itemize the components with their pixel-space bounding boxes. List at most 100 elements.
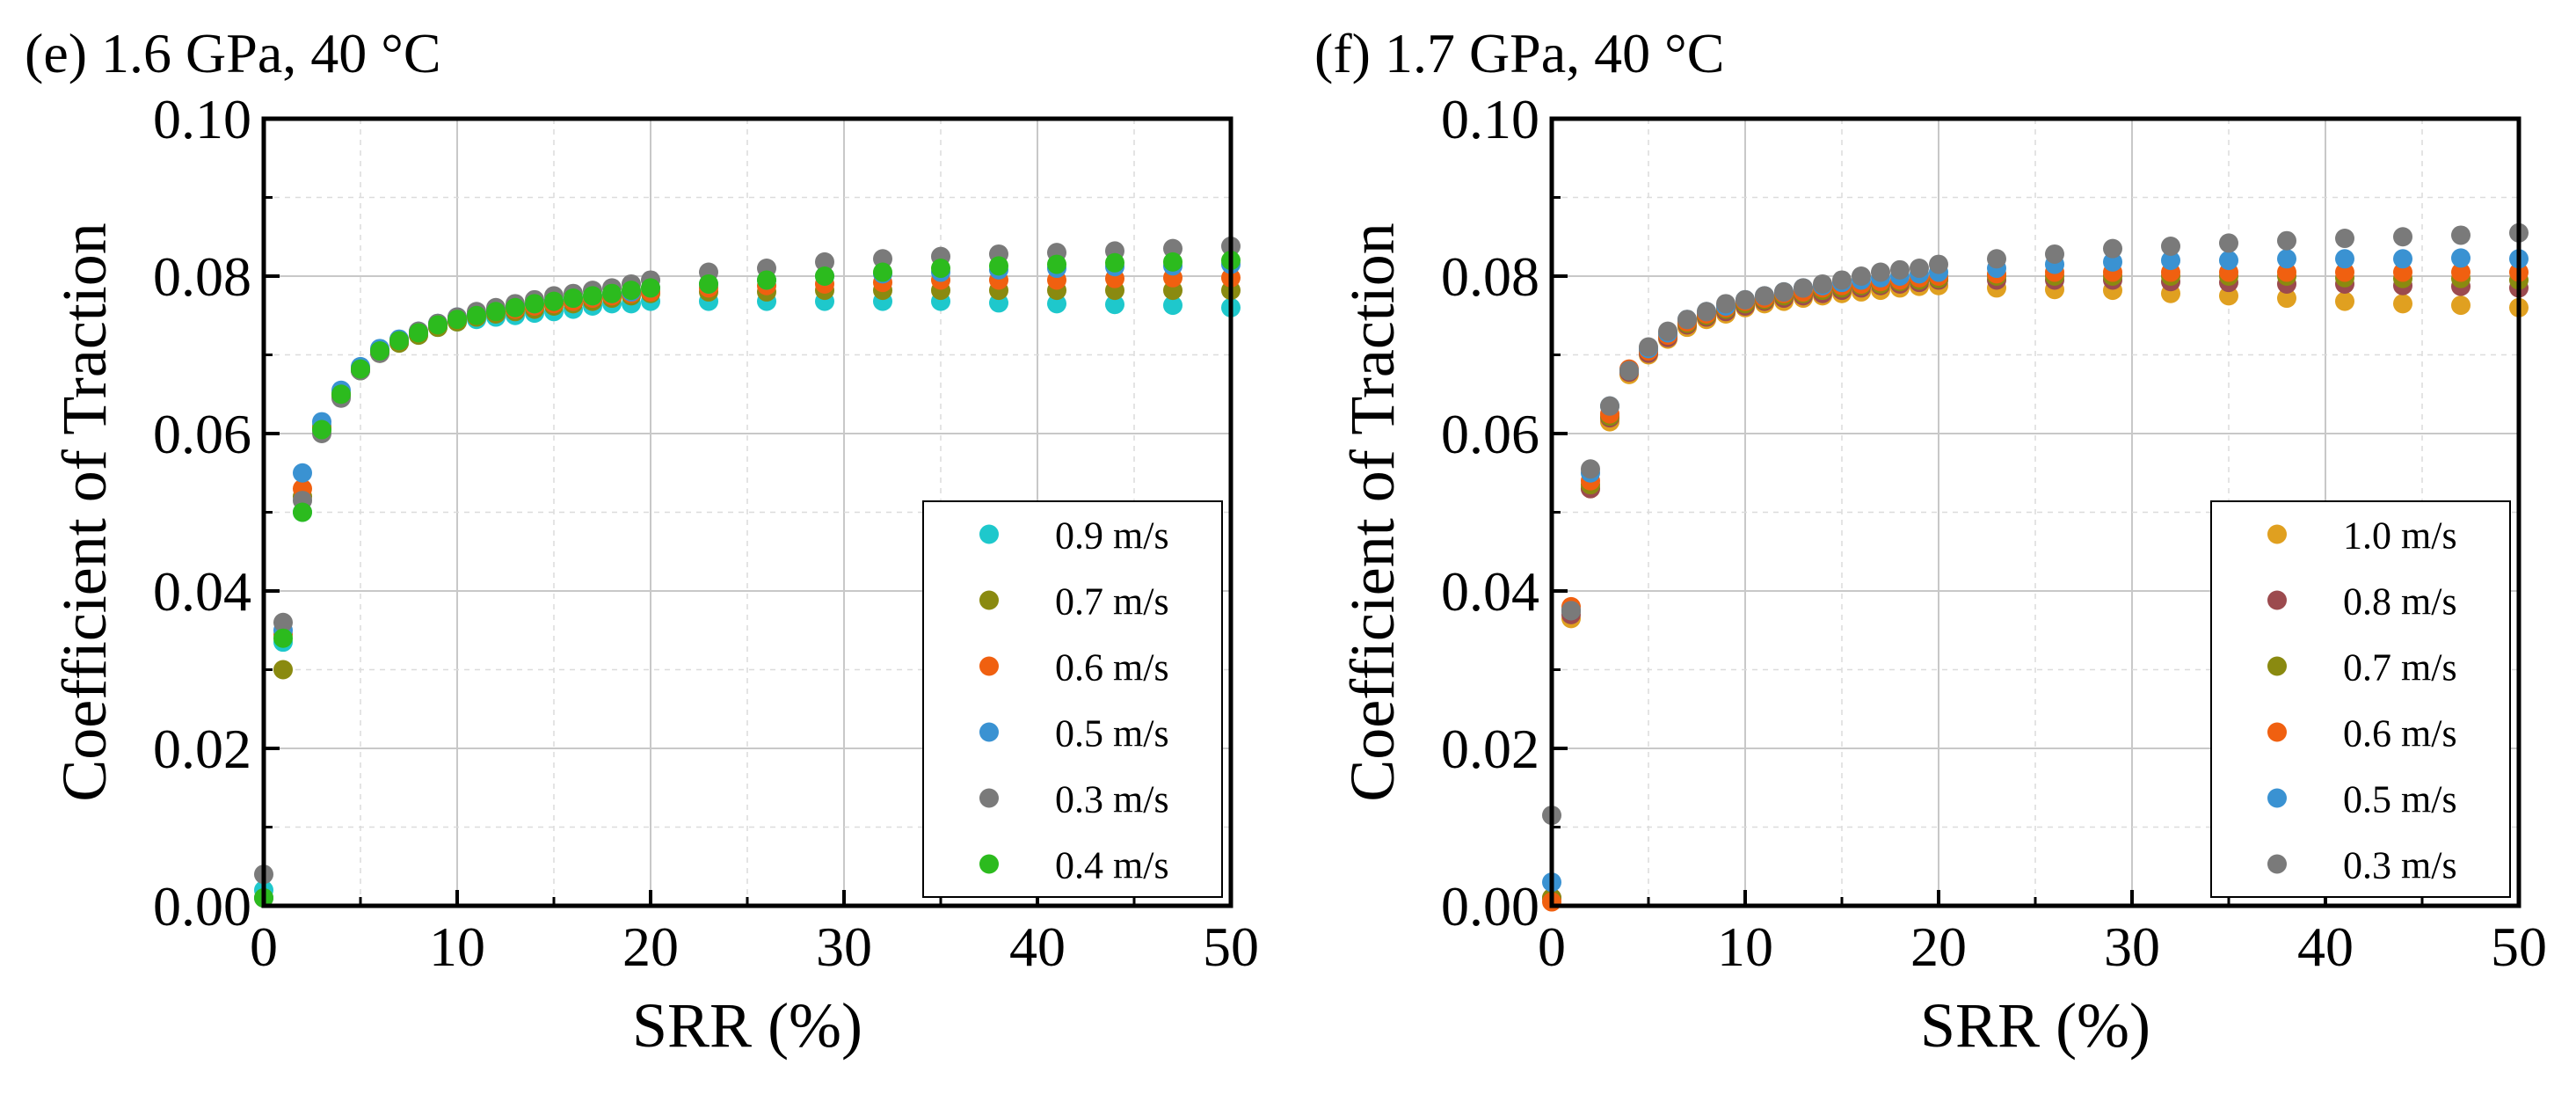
legend-label: 0.5 m/s xyxy=(2343,778,2457,821)
data-point xyxy=(312,419,331,440)
data-point xyxy=(2277,288,2296,309)
data-point xyxy=(989,256,1008,276)
data-point xyxy=(815,266,834,286)
data-point xyxy=(1639,337,1658,357)
data-point xyxy=(2335,291,2354,311)
legend: 1.0 m/s 0.8 m/s 0.7 m/s 0.6 m/s 0.5 m/s 0.3 m… xyxy=(2210,500,2511,898)
legend-label: 0.3 m/s xyxy=(1055,778,1169,821)
data-point xyxy=(293,463,312,483)
x-tick-label: 10 xyxy=(429,915,485,978)
y-axis-label: Coefficient of Traction xyxy=(1337,222,1408,802)
x-tick-label: 30 xyxy=(2104,915,2160,978)
x-tick-label: 0 xyxy=(1538,915,1566,978)
data-point xyxy=(1871,262,1890,282)
data-point xyxy=(602,283,622,303)
x-tick-label: 10 xyxy=(1717,915,1773,978)
legend-marker xyxy=(2267,788,2287,808)
legend-label: 0.6 m/s xyxy=(2343,712,2457,755)
y-tick-label: 0.04 xyxy=(153,560,251,623)
data-point xyxy=(273,660,293,680)
y-axis-label: Coefficient of Traction xyxy=(49,222,120,802)
legend-marker xyxy=(979,590,999,610)
data-point xyxy=(2451,262,2470,282)
data-point xyxy=(2219,251,2238,271)
data-point xyxy=(1774,281,1794,302)
data-point xyxy=(2451,248,2470,268)
data-point xyxy=(273,628,293,648)
data-point xyxy=(1163,238,1182,259)
y-tick-label: 0.08 xyxy=(153,245,251,308)
x-tick-label: 50 xyxy=(1203,915,1259,978)
x-tick-label: 40 xyxy=(2297,915,2354,978)
data-point xyxy=(1852,266,1871,286)
data-point xyxy=(757,270,776,290)
data-point xyxy=(2277,230,2296,251)
legend-marker xyxy=(2267,722,2287,742)
data-point xyxy=(1677,310,1697,330)
legend-label: 0.6 m/s xyxy=(1055,646,1169,689)
data-point xyxy=(699,274,718,294)
legend-box xyxy=(2210,500,2511,898)
data-point xyxy=(2393,294,2412,314)
panel-f: 0 10 20 30 40 50 0.00 0.02 0.04 0.06 0.08 0.10(f) 1… xyxy=(1314,22,2547,1061)
y-tick-label: 0.10 xyxy=(153,88,251,150)
data-point xyxy=(1600,396,1619,416)
data-point xyxy=(2451,295,2470,316)
data-point xyxy=(2219,233,2238,253)
x-tick-label: 30 xyxy=(816,915,872,978)
data-point xyxy=(1105,252,1124,273)
data-point xyxy=(2393,262,2412,282)
data-point xyxy=(1561,601,1581,621)
data-point xyxy=(1716,294,1736,314)
data-point xyxy=(2103,238,2122,259)
data-point xyxy=(467,305,486,325)
legend-marker xyxy=(2267,656,2287,676)
data-point xyxy=(2393,227,2412,247)
legend-label: 0.4 m/s xyxy=(1055,844,1169,887)
data-point xyxy=(1987,249,2006,269)
legend-marker xyxy=(2267,854,2287,874)
data-point xyxy=(506,297,525,317)
y-tick-label: 0.02 xyxy=(1441,718,1539,780)
x-tick-label: 0 xyxy=(250,915,278,978)
data-point xyxy=(1047,254,1066,274)
data-point xyxy=(331,384,351,405)
legend-label: 0.7 m/s xyxy=(1055,580,1169,624)
data-point xyxy=(1736,289,1755,310)
data-point xyxy=(564,288,583,309)
series-0-3-m-s xyxy=(1542,222,2529,826)
data-point xyxy=(1929,254,1948,274)
legend-label: 0.8 m/s xyxy=(2343,580,2457,624)
data-point xyxy=(2161,251,2180,271)
data-point xyxy=(1832,270,1852,290)
legend-marker xyxy=(979,788,999,808)
data-point xyxy=(409,323,428,343)
data-point xyxy=(1890,259,1910,280)
legend-marker xyxy=(979,722,999,742)
data-point xyxy=(1813,274,1832,294)
data-point xyxy=(2045,244,2064,264)
y-tick-label: 0.04 xyxy=(1441,560,1539,623)
legend-label: 0.3 m/s xyxy=(2343,844,2457,887)
data-point xyxy=(2277,249,2296,269)
data-point xyxy=(873,262,892,282)
data-series-group xyxy=(1542,222,2529,912)
data-point xyxy=(525,294,544,314)
legend-marker xyxy=(2267,590,2287,610)
data-point xyxy=(273,612,293,632)
y-tick-label: 0.00 xyxy=(1441,875,1539,937)
x-axis-label: SRR (%) xyxy=(632,990,862,1061)
data-point xyxy=(1619,361,1639,381)
data-point xyxy=(1163,252,1182,272)
panel-title: (e) 1.6 GPa, 40 °C xyxy=(25,22,441,84)
data-point xyxy=(293,502,312,522)
y-tick-label: 0.06 xyxy=(153,403,251,465)
x-tick-label: 40 xyxy=(1009,915,1066,978)
x-axis-label: SRR (%) xyxy=(1920,990,2150,1061)
legend: 0.9 m/s 0.7 m/s 0.6 m/s 0.5 m/s 0.3 m/s 0.4 m… xyxy=(922,500,1223,898)
data-point xyxy=(1581,459,1600,479)
data-point xyxy=(370,341,389,361)
data-point xyxy=(2103,252,2122,272)
data-point xyxy=(2161,236,2180,256)
data-point xyxy=(2335,249,2354,269)
